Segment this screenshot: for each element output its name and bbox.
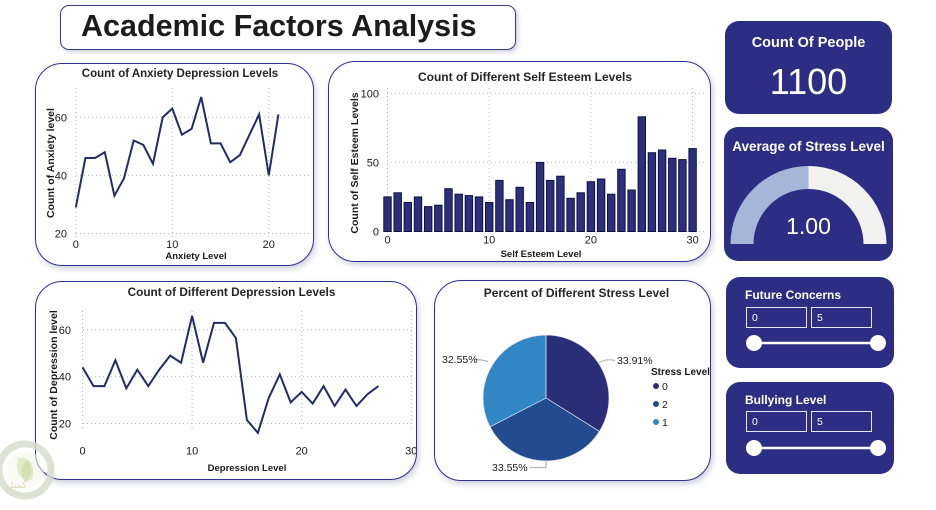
svg-text:10: 10 — [483, 235, 495, 247]
svg-text:Stress Level: Stress Level — [651, 367, 710, 378]
svg-text:Self Esteem Level: Self Esteem Level — [501, 249, 582, 260]
svg-text:Anxiety Level: Anxiety Level — [165, 251, 226, 262]
svg-text:0: 0 — [79, 446, 85, 458]
svg-text:Depression Level: Depression Level — [208, 463, 287, 474]
svg-text:10: 10 — [186, 446, 198, 458]
svg-text:20: 20 — [263, 239, 275, 251]
svg-text:Count of Self Esteem Levels: Count of Self Esteem Levels — [349, 92, 361, 233]
svg-text:كميل: كميل — [6, 480, 27, 491]
svg-text:60: 60 — [59, 325, 71, 337]
svg-text:50: 50 — [367, 157, 379, 169]
svg-text:30: 30 — [405, 446, 416, 458]
svg-text:0: 0 — [73, 239, 79, 251]
svg-text:0: 0 — [384, 235, 390, 247]
svg-text:1.00: 1.00 — [786, 213, 831, 239]
svg-text:1: 1 — [662, 417, 668, 429]
svg-text:20: 20 — [55, 229, 67, 241]
svg-text:20: 20 — [585, 235, 597, 247]
svg-text:30: 30 — [686, 235, 698, 247]
svg-text:60: 60 — [55, 112, 67, 124]
svg-text:32.55%: 32.55% — [442, 354, 478, 366]
svg-text:100: 100 — [361, 88, 379, 100]
svg-text:33.91%: 33.91% — [617, 355, 653, 367]
svg-text:40: 40 — [55, 170, 67, 182]
svg-text:33.55%: 33.55% — [492, 462, 528, 474]
svg-text:20: 20 — [296, 446, 308, 458]
svg-text:Count of Anxiety level: Count of Anxiety level — [45, 108, 57, 218]
svg-text:2: 2 — [662, 399, 668, 411]
svg-text:20: 20 — [59, 419, 71, 431]
svg-text:0: 0 — [662, 381, 668, 393]
svg-text:10: 10 — [166, 239, 178, 251]
svg-text:Count of Depression level: Count of Depression level — [48, 310, 60, 440]
svg-text:40: 40 — [59, 372, 71, 384]
svg-text:0: 0 — [373, 227, 379, 239]
